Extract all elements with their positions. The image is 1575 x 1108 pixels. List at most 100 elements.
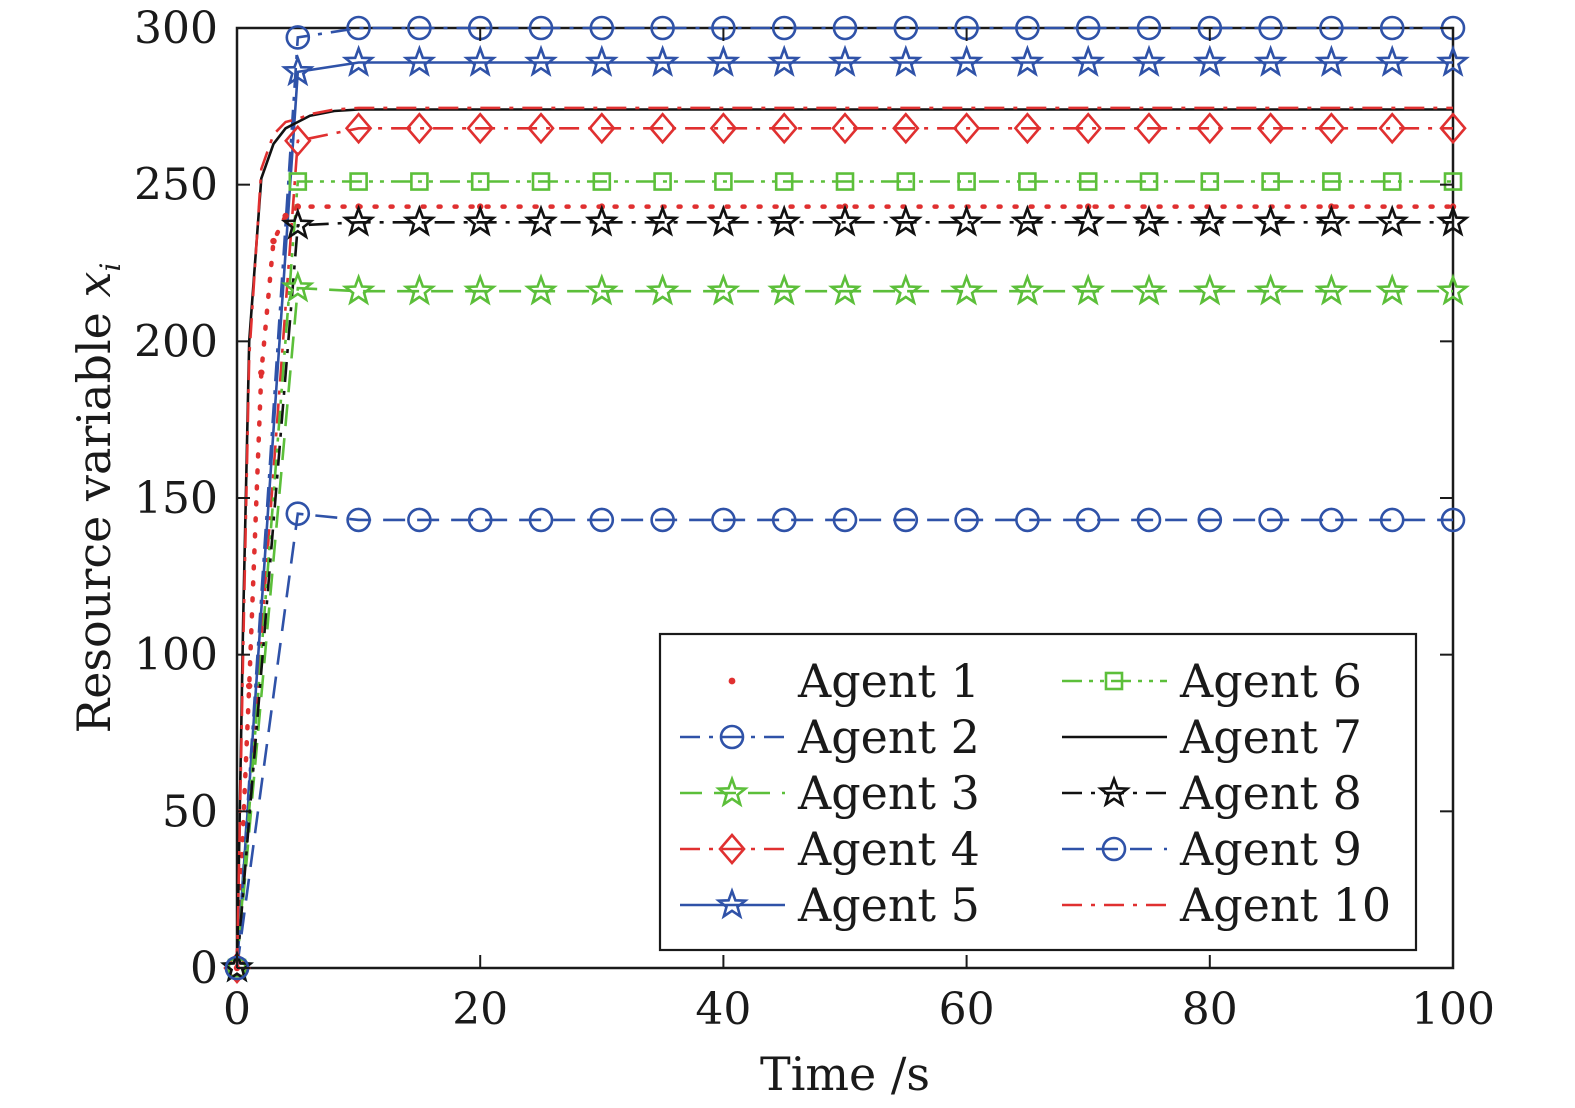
data-point-agent-8 bbox=[341, 204, 376, 237]
series-line-agent-8 bbox=[235, 221, 1453, 969]
data-point-agent-9 bbox=[1015, 507, 1040, 533]
data-point-agent-4 bbox=[1256, 112, 1285, 145]
data-point-agent-2 bbox=[1379, 15, 1405, 41]
data-point-agent-1 bbox=[270, 237, 277, 245]
data-point-agent-6 bbox=[957, 172, 976, 191]
series-line-agent-6 bbox=[235, 180, 1453, 969]
data-point-agent-3 bbox=[828, 273, 862, 306]
x-tick-label: 40 bbox=[695, 984, 751, 1035]
legend-marker bbox=[1104, 671, 1124, 691]
legend-label: Agent 9 bbox=[1179, 822, 1362, 876]
series-line-agent-5 bbox=[235, 61, 1453, 969]
legend-item-agent-3: Agent 3 bbox=[680, 766, 980, 820]
data-point-agent-8 bbox=[402, 204, 437, 237]
data-point-agent-8 bbox=[949, 204, 984, 237]
data-point-agent-8 bbox=[706, 204, 741, 237]
data-point-agent-4 bbox=[1013, 112, 1042, 145]
legend-label: Agent 1 bbox=[797, 654, 980, 708]
legend-label: Agent 6 bbox=[1179, 654, 1362, 708]
x-tick-label: 0 bbox=[223, 984, 251, 1035]
data-point-agent-5 bbox=[767, 44, 802, 77]
data-point-agent-2 bbox=[346, 15, 371, 41]
series-line-agent-4 bbox=[235, 127, 1453, 969]
data-point-agent-5 bbox=[341, 44, 376, 77]
legend-item-agent-10: Agent 10 bbox=[1062, 878, 1391, 932]
legend-item-agent-2: Agent 2 bbox=[680, 710, 980, 764]
data-point-agent-9 bbox=[1075, 507, 1101, 533]
data-point-agent-8 bbox=[1314, 204, 1349, 237]
data-point-agent-2 bbox=[1075, 15, 1101, 41]
data-point-agent-5 bbox=[1314, 44, 1349, 77]
ticks-layer: 0 20 40 60 80 100 0 50 100 150 200 250 300 bbox=[134, 3, 1495, 1035]
data-point-agent-6 bbox=[1261, 172, 1280, 191]
data-point-agent-6 bbox=[1322, 172, 1341, 191]
data-point-agent-1 bbox=[294, 203, 301, 210]
data-point-agent-3 bbox=[767, 273, 802, 306]
legend-label: Agent 7 bbox=[1179, 710, 1362, 764]
legend-box bbox=[658, 632, 1418, 952]
data-point-agent-9 bbox=[1319, 507, 1344, 533]
data-point-agent-9 bbox=[1258, 507, 1283, 533]
data-point-agent-8 bbox=[1436, 204, 1470, 237]
data-point-agent-2 bbox=[893, 15, 919, 41]
data-point-agent-4 bbox=[1378, 112, 1406, 145]
data-point-agent-4 bbox=[831, 112, 859, 145]
data-point-agent-8 bbox=[888, 204, 923, 237]
data-point-agent-1 bbox=[258, 369, 265, 376]
data-point-agent-8 bbox=[1375, 204, 1410, 237]
data-point-agent-9 bbox=[528, 507, 554, 533]
x-tick-label: 100 bbox=[1411, 984, 1495, 1035]
data-point-agent-6 bbox=[1200, 172, 1220, 191]
data-point-agent-5 bbox=[584, 44, 619, 77]
legend-label: Agent 3 bbox=[797, 766, 980, 820]
data-point-agent-9 bbox=[771, 507, 797, 533]
data-point-agent-5 bbox=[1253, 44, 1288, 77]
data-point-agent-8 bbox=[1010, 204, 1045, 237]
y-tick-label: 300 bbox=[134, 3, 218, 54]
data-point-agent-3 bbox=[1192, 273, 1227, 306]
y-axis-title-symbol: x bbox=[67, 272, 121, 298]
data-point-agent-6 bbox=[288, 172, 308, 191]
legend-label: Agent 8 bbox=[1179, 766, 1362, 820]
data-point-agent-9 bbox=[407, 507, 432, 533]
data-point-agent-4 bbox=[527, 112, 555, 145]
data-point-agent-3 bbox=[1314, 273, 1349, 306]
data-point-agent-1 bbox=[245, 682, 253, 690]
data-point-agent-6 bbox=[653, 172, 672, 191]
data-point-agent-6 bbox=[1443, 172, 1463, 191]
data-point-agent-4 bbox=[588, 112, 616, 145]
data-point-agent-2 bbox=[1015, 15, 1040, 41]
y-axis-title: Resource variable xi bbox=[67, 263, 127, 734]
data-point-agent-3 bbox=[463, 273, 498, 306]
data-point-agent-3 bbox=[1375, 273, 1410, 306]
data-point-agent-6 bbox=[835, 172, 855, 191]
data-point-agent-4 bbox=[1439, 112, 1467, 145]
data-point-agent-8 bbox=[584, 204, 619, 237]
data-point-agent-9 bbox=[285, 501, 311, 526]
data-point-agent-4 bbox=[648, 112, 677, 145]
data-point-agent-2 bbox=[771, 15, 797, 41]
data-point-agent-6 bbox=[774, 172, 794, 191]
data-point-agent-8 bbox=[645, 204, 680, 237]
data-point-agent-4 bbox=[892, 112, 920, 145]
data-point-agent-3 bbox=[645, 273, 680, 306]
data-point-agent-9 bbox=[1197, 507, 1223, 533]
series-line-agent-7 bbox=[235, 108, 1453, 969]
data-point-agent-6 bbox=[470, 172, 490, 191]
data-point-agent-8 bbox=[828, 204, 862, 237]
data-point-agent-2 bbox=[1258, 15, 1283, 41]
data-point-agent-5 bbox=[524, 44, 558, 77]
data-point-agent-6 bbox=[1078, 172, 1098, 191]
data-point-agent-3 bbox=[1253, 273, 1288, 306]
data-point-agent-8 bbox=[463, 204, 498, 237]
data-point-agent-6 bbox=[349, 172, 368, 191]
data-point-agent-8 bbox=[1253, 204, 1288, 237]
data-point-agent-2 bbox=[589, 15, 615, 41]
data-point-agent-5 bbox=[1010, 44, 1045, 77]
data-point-agent-3 bbox=[524, 273, 558, 306]
data-point-agent-2 bbox=[650, 15, 675, 41]
data-point-agent-5 bbox=[828, 44, 862, 77]
data-point-agent-5 bbox=[1436, 44, 1470, 77]
legend-item-agent-7: Agent 7 bbox=[1062, 710, 1362, 764]
